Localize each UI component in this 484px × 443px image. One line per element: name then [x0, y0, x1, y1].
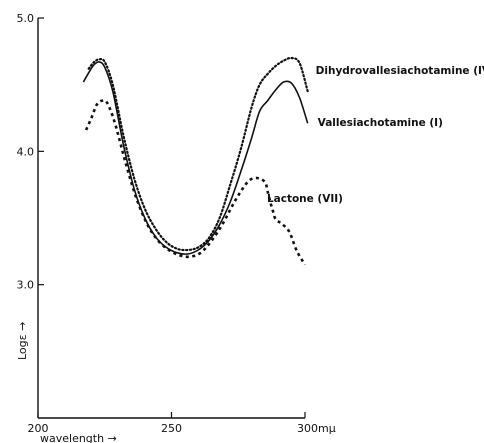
x-tick-label: 300mμ — [297, 422, 336, 435]
series-label-vallesiachotamine-i: Vallesiachotamine (I) — [318, 117, 443, 129]
labels-layer: Dihydrovallesiachotamine (IV) Vallesiacho… — [267, 65, 484, 205]
series-line-vallesiachotamine-i — [82, 61, 309, 255]
axes-layer: 3.0 4.0 5.0 200 250 300mμ wavelength → Logε → — [16, 12, 336, 443]
series-label-dihydrovallesiachotamine-iv: Dihydrovallesiachotamine (IV) — [316, 65, 484, 77]
series-label-lactone-vii: Lactone (VII) — [267, 193, 343, 205]
y-axis-title: Logε → — [16, 322, 29, 360]
series-layer — [82, 56, 309, 266]
y-tick-label: 4.0 — [17, 145, 35, 158]
x-tick-label: 200 — [28, 422, 49, 435]
y-tick-label: 3.0 — [17, 279, 35, 292]
y-tick-label: 5.0 — [17, 12, 35, 25]
x-tick-label: 250 — [161, 422, 182, 435]
x-axis-title: wavelength → — [40, 432, 117, 443]
series-line-dihydrovallesiachotamine-iv — [87, 56, 309, 252]
